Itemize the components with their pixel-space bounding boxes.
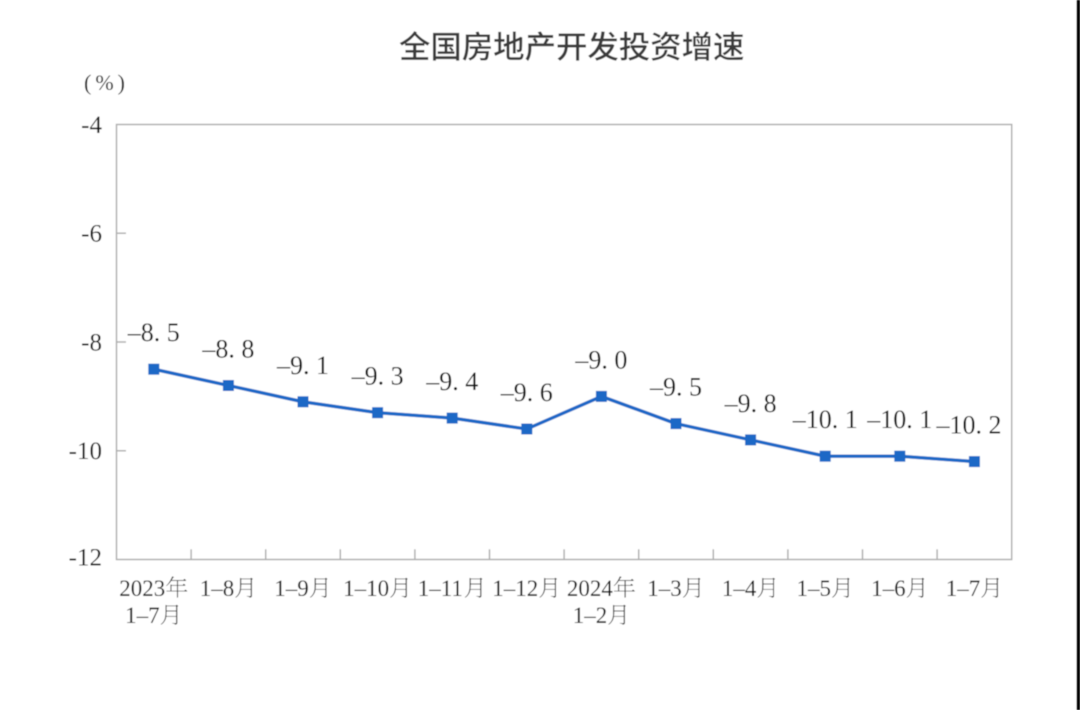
svg-text:–8. 5: –8. 5 — [127, 318, 180, 347]
svg-text:1–3: 1–3 — [647, 576, 682, 601]
svg-text:1–4: 1–4 — [722, 576, 757, 601]
svg-text:1–7: 1–7 — [125, 603, 160, 628]
svg-text:(%): (%) — [84, 70, 129, 95]
svg-text:2024: 2024 — [567, 576, 614, 601]
svg-text:–9. 5: –9. 5 — [649, 373, 702, 402]
svg-text:–9. 6: –9. 6 — [500, 378, 553, 407]
svg-text:–10. 2: –10. 2 — [936, 411, 1002, 440]
svg-text:–9. 1: –9. 1 — [276, 351, 329, 380]
svg-text:–9. 4: –9. 4 — [425, 367, 478, 396]
svg-text:–9. 8: –9. 8 — [724, 389, 777, 418]
svg-text:-6: -6 — [81, 221, 102, 248]
svg-text:1–9: 1–9 — [274, 576, 309, 601]
svg-text:1–6: 1–6 — [871, 576, 906, 601]
svg-text:1–8: 1–8 — [200, 576, 235, 601]
svg-text:-8: -8 — [81, 329, 102, 356]
svg-text:1–7: 1–7 — [946, 576, 981, 601]
svg-text:1–5: 1–5 — [797, 576, 832, 601]
svg-text:–8. 8: –8. 8 — [201, 335, 254, 364]
svg-text:2023: 2023 — [119, 576, 165, 601]
svg-text:1–2: 1–2 — [573, 603, 608, 628]
svg-text:–9. 3: –9. 3 — [351, 362, 404, 391]
svg-text:–9. 0: –9. 0 — [574, 345, 627, 374]
svg-text:1–10: 1–10 — [343, 576, 389, 601]
svg-text:1–12: 1–12 — [492, 576, 538, 601]
svg-text:-4: -4 — [81, 112, 102, 139]
svg-text:–10. 1: –10. 1 — [866, 405, 932, 434]
svg-text:1–11: 1–11 — [418, 576, 463, 601]
svg-text:-10: -10 — [69, 438, 102, 465]
svg-text:–10. 1: –10. 1 — [792, 405, 858, 434]
svg-text:-12: -12 — [69, 545, 102, 572]
